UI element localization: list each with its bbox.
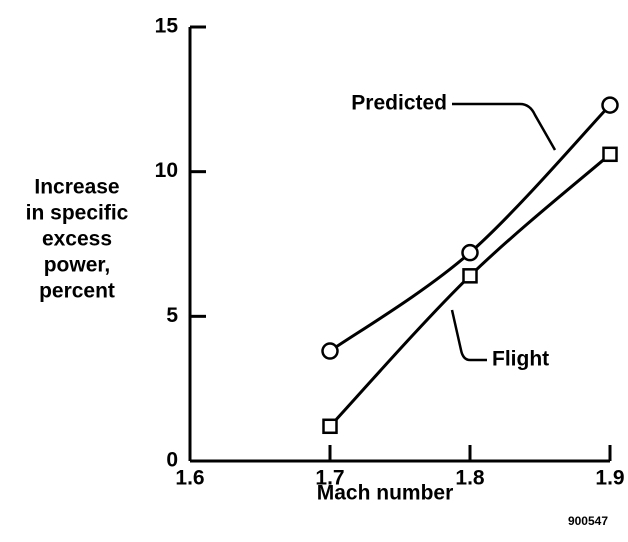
series-line (329, 104, 612, 353)
y-axis-label: in specific (26, 202, 129, 225)
x-tick-label: 1.7 (315, 467, 344, 490)
annotation-leader (450, 309, 487, 362)
marker (462, 268, 478, 284)
marker (461, 243, 479, 262)
marker (321, 342, 339, 360)
y-tick-label: 0 (166, 449, 178, 472)
x-axis-label: Mach number (317, 482, 454, 505)
series-annotation: Flight (492, 348, 549, 371)
figure-id: 900547 (568, 514, 608, 528)
y-tick-label: 10 (155, 159, 178, 182)
marker (602, 146, 618, 163)
marker (322, 418, 338, 435)
y-axis-label: percent (39, 280, 115, 303)
series-line (328, 153, 611, 428)
y-tick-label: 5 (166, 304, 178, 327)
marker (601, 96, 619, 114)
x-tick-label: 1.6 (175, 467, 204, 490)
y-axis-label: excess (42, 228, 112, 251)
series-annotation: Predicted (351, 92, 447, 115)
y-tick-label: 15 (155, 15, 179, 38)
x-tick-label: 1.9 (595, 467, 624, 490)
x-tick-label: 1.8 (455, 467, 485, 490)
y-axis-label: Increase (34, 176, 119, 199)
annotation-leader (452, 102, 557, 151)
y-axis-label: power, (44, 254, 111, 277)
